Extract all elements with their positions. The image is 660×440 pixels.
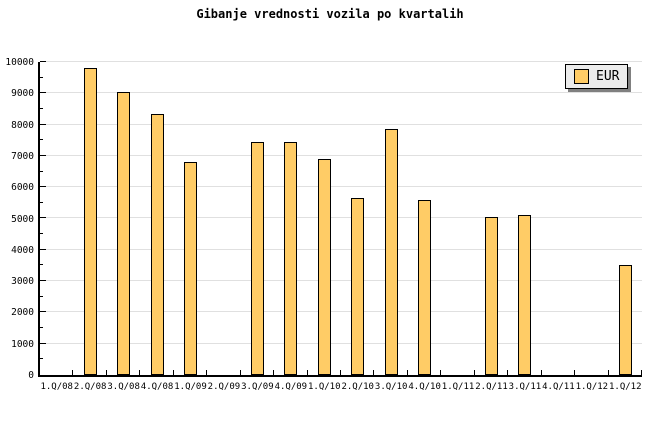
y-axis-label: 2000 (11, 307, 34, 318)
x-axis-label: 3.Q/08 (107, 382, 140, 392)
bar-4.Q/10 (418, 200, 431, 375)
x-tick (474, 370, 475, 375)
y-minor-tick (40, 171, 43, 172)
x-tick (373, 370, 374, 375)
bar-2.Q/10 (351, 198, 364, 375)
y-axis-label: 10000 (5, 57, 34, 68)
x-axis-label: 2.Q/10 (341, 382, 374, 392)
chart-title: Gibanje vrednosti vozila po kvartalih (196, 7, 464, 21)
legend-box: EUR (565, 64, 629, 89)
x-tick (273, 370, 274, 375)
gridline (40, 249, 642, 250)
y-major-tick (40, 92, 46, 93)
gridline (40, 280, 642, 281)
y-minor-tick (40, 139, 43, 140)
y-major-tick (40, 124, 46, 125)
y-axis-label: 9000 (11, 88, 34, 99)
y-minor-tick (40, 296, 43, 297)
y-major-tick (40, 343, 46, 344)
plot-area (38, 61, 642, 377)
x-tick (440, 370, 441, 375)
x-axis-label: 1.Q/10 (308, 382, 341, 392)
y-minor-tick (40, 327, 43, 328)
x-tick (641, 370, 642, 375)
y-major-tick (40, 311, 46, 312)
bar-3.Q/10 (385, 129, 398, 375)
x-tick (240, 370, 241, 375)
x-axis-label: 1.Q/12 (575, 382, 609, 392)
x-axis-label: 3.Q/10 (374, 382, 408, 392)
y-minor-tick (40, 77, 43, 78)
y-major-tick (40, 155, 46, 156)
x-axis-label: 2.Q/08 (73, 382, 107, 392)
gridline (40, 155, 642, 156)
gridline (40, 311, 642, 312)
x-tick (72, 370, 73, 375)
bar-3.Q/08 (117, 92, 130, 375)
y-axis-label: 0 (28, 370, 34, 381)
y-major-tick (40, 186, 46, 187)
y-minor-tick (40, 358, 43, 359)
y-axis-label: 3000 (11, 276, 34, 287)
y-major-tick (40, 249, 46, 250)
x-axis-label: 2.Q/11 (475, 382, 508, 392)
bar-2.Q/11 (485, 217, 498, 375)
x-tick (407, 370, 408, 375)
x-axis-label: 3.Q/11 (508, 382, 542, 392)
y-minor-tick (40, 108, 43, 109)
x-tick (173, 370, 174, 375)
x-axis-label: 1.Q/12 (609, 382, 642, 392)
x-axis-labels: 1.Q/08 2.Q/08 3.Q/08 4.Q/08 1.Q/09 2.Q/09 3.Q/… (40, 382, 642, 396)
y-axis-label: 5000 (11, 214, 34, 225)
y-minor-tick (40, 264, 43, 265)
gridline (40, 186, 642, 187)
y-minor-tick (40, 202, 43, 203)
y-minor-tick (40, 233, 43, 234)
y-axis-label: 6000 (11, 182, 34, 193)
y-axis-label: 8000 (11, 120, 34, 131)
x-tick (206, 370, 207, 375)
y-axis-label: 7000 (11, 151, 34, 162)
legend-label: EUR (596, 69, 620, 84)
x-tick (307, 370, 308, 375)
gridline (40, 217, 642, 218)
bar-4.Q/08 (151, 114, 164, 375)
x-tick (507, 370, 508, 375)
y-major-tick (40, 61, 46, 62)
bar-1.Q/12 (619, 265, 632, 375)
x-axis-label: 1.Q/11 (441, 382, 475, 392)
gridline (40, 124, 642, 125)
x-axis-label: 4.Q/09 (274, 382, 308, 392)
y-axis-labels: 0 1000 2000 3000 4000 5000 6000 7000 8000 9000 100… (0, 57, 34, 381)
x-axis-label: 4.Q/11 (542, 382, 575, 392)
x-axis-label: 1.Q/08 (40, 382, 73, 392)
x-axis-label: 1.Q/09 (174, 382, 207, 392)
gridline (40, 343, 642, 344)
x-axis-label: 4.Q/08 (140, 382, 174, 392)
bar-1.Q/10 (318, 159, 331, 375)
x-tick (139, 370, 140, 375)
x-tick (608, 370, 609, 375)
x-tick (541, 370, 542, 375)
bar-3.Q/11 (518, 215, 531, 375)
bar-3.Q/09 (251, 142, 264, 375)
gridline (40, 92, 642, 93)
y-axis-label: 4000 (11, 245, 34, 256)
bar-1.Q/09 (184, 162, 197, 375)
x-axis-label: 4.Q/10 (408, 382, 441, 392)
bar-2.Q/08 (84, 68, 97, 375)
x-axis-label: 3.Q/09 (241, 382, 274, 392)
x-tick (574, 370, 575, 375)
y-major-tick (40, 217, 46, 218)
x-tick (340, 370, 341, 375)
legend-swatch-eur (574, 69, 589, 84)
x-tick (106, 370, 107, 375)
gridline (40, 61, 642, 62)
x-axis-label: 2.Q/09 (207, 382, 241, 392)
bar-4.Q/09 (284, 142, 297, 375)
y-axis-label: 1000 (11, 339, 34, 350)
y-major-tick (40, 280, 46, 281)
